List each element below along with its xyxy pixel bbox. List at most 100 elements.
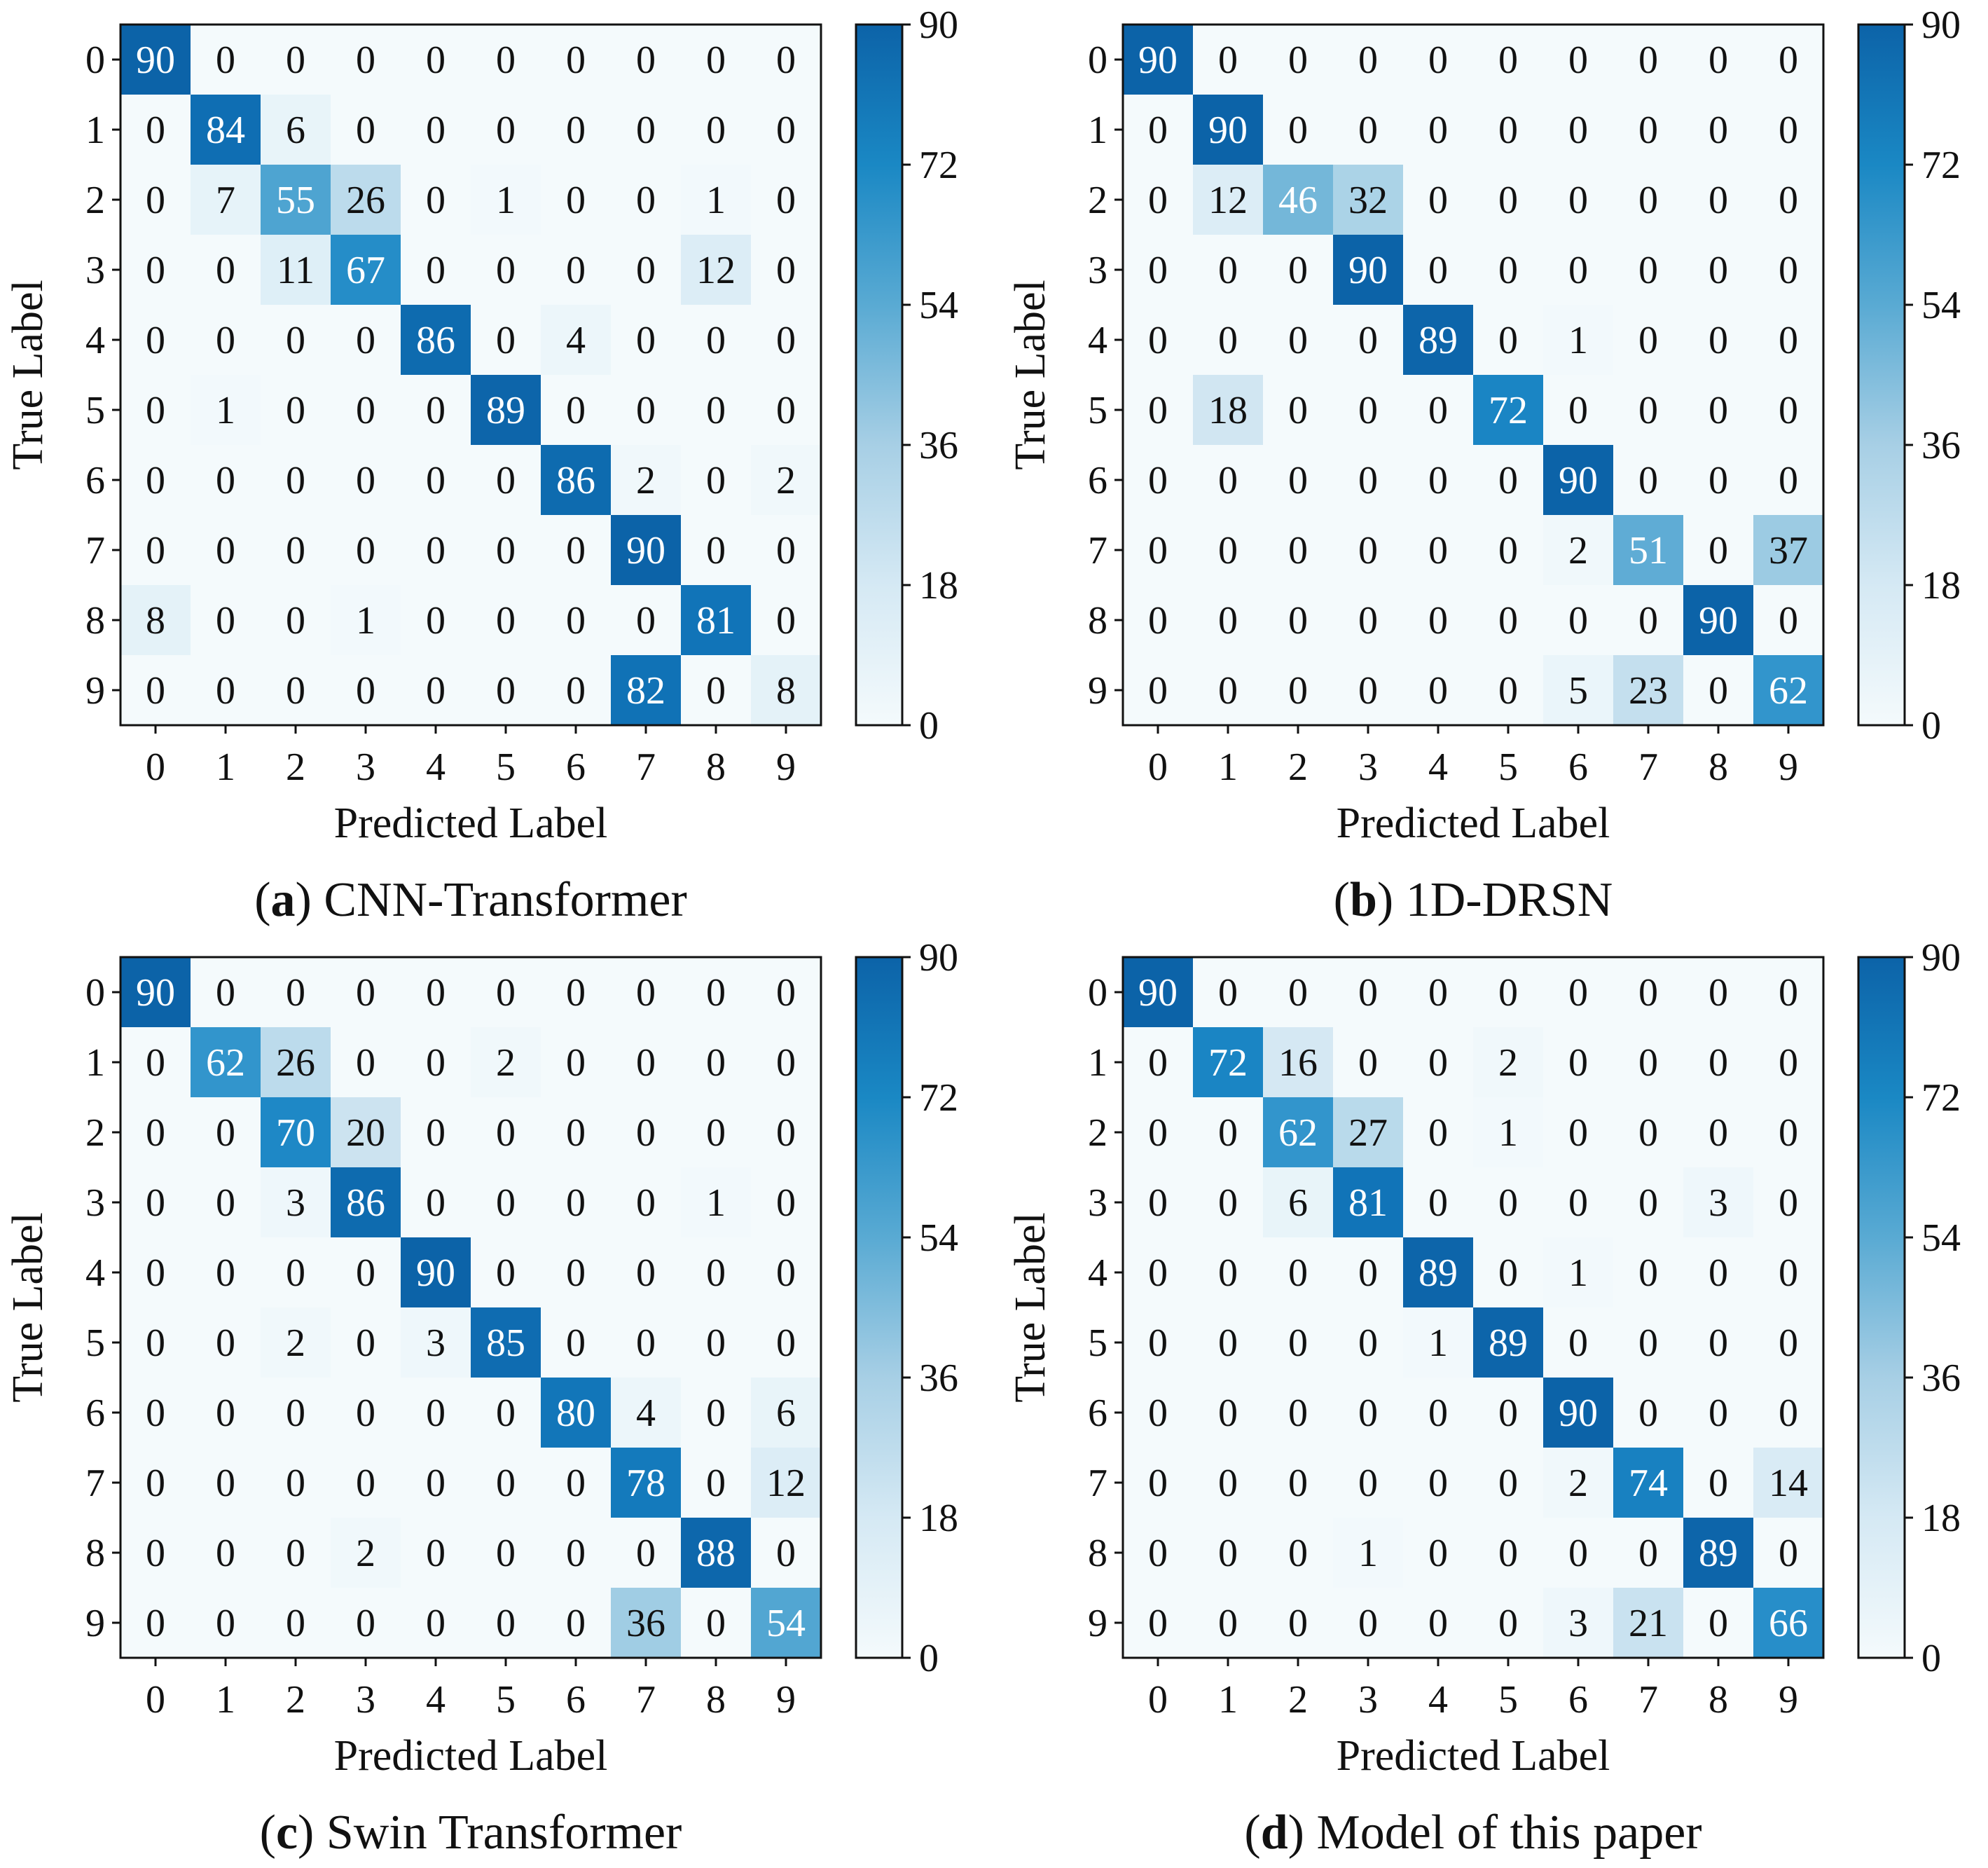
heatmap-cell [1473, 445, 1543, 515]
heatmap-cell [1123, 1588, 1193, 1658]
heatmap-cell [1473, 1237, 1543, 1307]
heatmap-cell [681, 1448, 751, 1518]
cell-value-label: 32 [1348, 179, 1388, 222]
heatmap-cell [1193, 957, 1263, 1027]
heatmap-cell [541, 515, 611, 585]
cell-value-label: 88 [696, 1532, 736, 1575]
heatmap-cell [1123, 957, 1193, 1027]
x-tick-label: 5 [496, 1678, 516, 1722]
cell-value-label: 0 [1148, 1181, 1168, 1225]
heatmap-cell [1613, 1097, 1683, 1167]
colorbar-tick-label: 18 [1921, 564, 1961, 607]
heatmap-cell [120, 957, 191, 1027]
heatmap-cell [1263, 1237, 1333, 1307]
cell-value-label: 0 [566, 529, 586, 572]
cell-value-label: 82 [626, 669, 665, 713]
cell-value-label: 2 [286, 1321, 305, 1365]
heatmap-cell [681, 235, 751, 305]
cell-value-label: 0 [1428, 1041, 1448, 1085]
panel-label: d [1261, 1806, 1288, 1860]
colorbar-frame [855, 956, 904, 1659]
x-tick-label: 7 [636, 746, 656, 789]
cell-value-label: 0 [146, 1321, 165, 1365]
heatmap-cell [611, 165, 681, 235]
cell-value-label: 0 [426, 1392, 446, 1435]
heatmap-cell [1613, 375, 1683, 445]
cell-value-label: 0 [1498, 599, 1518, 643]
colorbar [856, 25, 902, 725]
cell-value-label: 0 [1709, 319, 1728, 362]
cell-value-label: 0 [146, 669, 165, 713]
heatmap-cell [1333, 25, 1403, 95]
heatmap-cell [261, 165, 331, 235]
heatmap-cell [331, 375, 401, 445]
heatmap-cell [751, 1518, 821, 1588]
cell-value-label: 0 [1498, 669, 1518, 713]
heatmap-cell [471, 235, 541, 305]
cell-value-label: 0 [1148, 1111, 1168, 1155]
x-tick-label: 5 [1498, 746, 1518, 789]
heatmap-cell [1193, 1378, 1263, 1448]
heatmap-cell [261, 25, 331, 95]
heatmap-cell [401, 1097, 471, 1167]
cell-value-label: 0 [1288, 1602, 1308, 1645]
heatmap-cell [1613, 95, 1683, 165]
cell-value-label: 0 [146, 1111, 165, 1155]
cell-value-label: 0 [1498, 1392, 1518, 1435]
heatmap-cell [261, 1307, 331, 1378]
cell-value-label: 0 [1428, 669, 1448, 713]
heatmap-cell [681, 375, 751, 445]
colorbar-tick-label: 54 [919, 1216, 958, 1260]
heatmap-cell [1403, 585, 1473, 655]
x-tick-label: 7 [636, 1678, 656, 1722]
heatmap-cell [1333, 1237, 1403, 1307]
x-tick-label: 8 [1709, 746, 1728, 789]
heatmap-frame [1121, 956, 1825, 1659]
x-axis-title: Predicted Label [334, 799, 608, 847]
heatmap-cell [681, 305, 751, 375]
cell-value-label: 0 [1498, 1602, 1518, 1645]
cell-value-label: 90 [1208, 109, 1248, 152]
heatmap-cell [1683, 1378, 1753, 1448]
cell-value-label: 1 [1498, 1111, 1518, 1155]
cell-value-label: 0 [1428, 389, 1448, 432]
panel-caption: (b) 1D-DRSN [1334, 873, 1613, 927]
heatmap-cell [681, 1167, 751, 1237]
heatmap-cell [261, 375, 331, 445]
heatmap-cell [1753, 1307, 1823, 1378]
heatmap-cell [1613, 1448, 1683, 1518]
heatmap-cell [1683, 305, 1753, 375]
y-axis-title: True Label [1007, 1212, 1054, 1403]
heatmap-cell [1613, 655, 1683, 725]
cell-value-label: 0 [1498, 39, 1518, 82]
heatmap-cell [1473, 1027, 1543, 1097]
heatmap-cell [541, 1027, 611, 1097]
heatmap-cell [1753, 655, 1823, 725]
x-tick-label: 4 [426, 1678, 446, 1722]
cell-value-label: 6 [286, 109, 305, 152]
colorbar [856, 957, 902, 1658]
x-axis-title: Predicted Label [334, 1732, 608, 1780]
heatmap-cell [331, 957, 401, 1027]
heatmap-cell [611, 1167, 681, 1237]
cell-value-label: 0 [1638, 1181, 1658, 1225]
cell-value-label: 0 [1288, 109, 1308, 152]
heatmap-cell [331, 1378, 401, 1448]
heatmap-cell [1683, 1167, 1753, 1237]
heatmap-cell [611, 1588, 681, 1658]
colorbar [1858, 25, 1905, 725]
cell-value-label: 20 [346, 1111, 385, 1155]
heatmap-cell [1123, 585, 1193, 655]
heatmap-cell [1123, 1307, 1193, 1378]
x-tick-label: 4 [1428, 746, 1448, 789]
cell-value-label: 0 [1498, 971, 1518, 1015]
cell-value-label: 0 [1288, 249, 1308, 292]
cell-value-label: 0 [706, 1392, 726, 1435]
cell-value-label: 0 [216, 39, 235, 82]
heatmap-cell [120, 515, 191, 585]
heatmap-cell [541, 957, 611, 1027]
heatmap-cell [1683, 585, 1753, 655]
heatmap-cell [261, 585, 331, 655]
colorbar-tick-label: 72 [919, 144, 958, 187]
cell-value-label: 27 [1348, 1111, 1388, 1155]
